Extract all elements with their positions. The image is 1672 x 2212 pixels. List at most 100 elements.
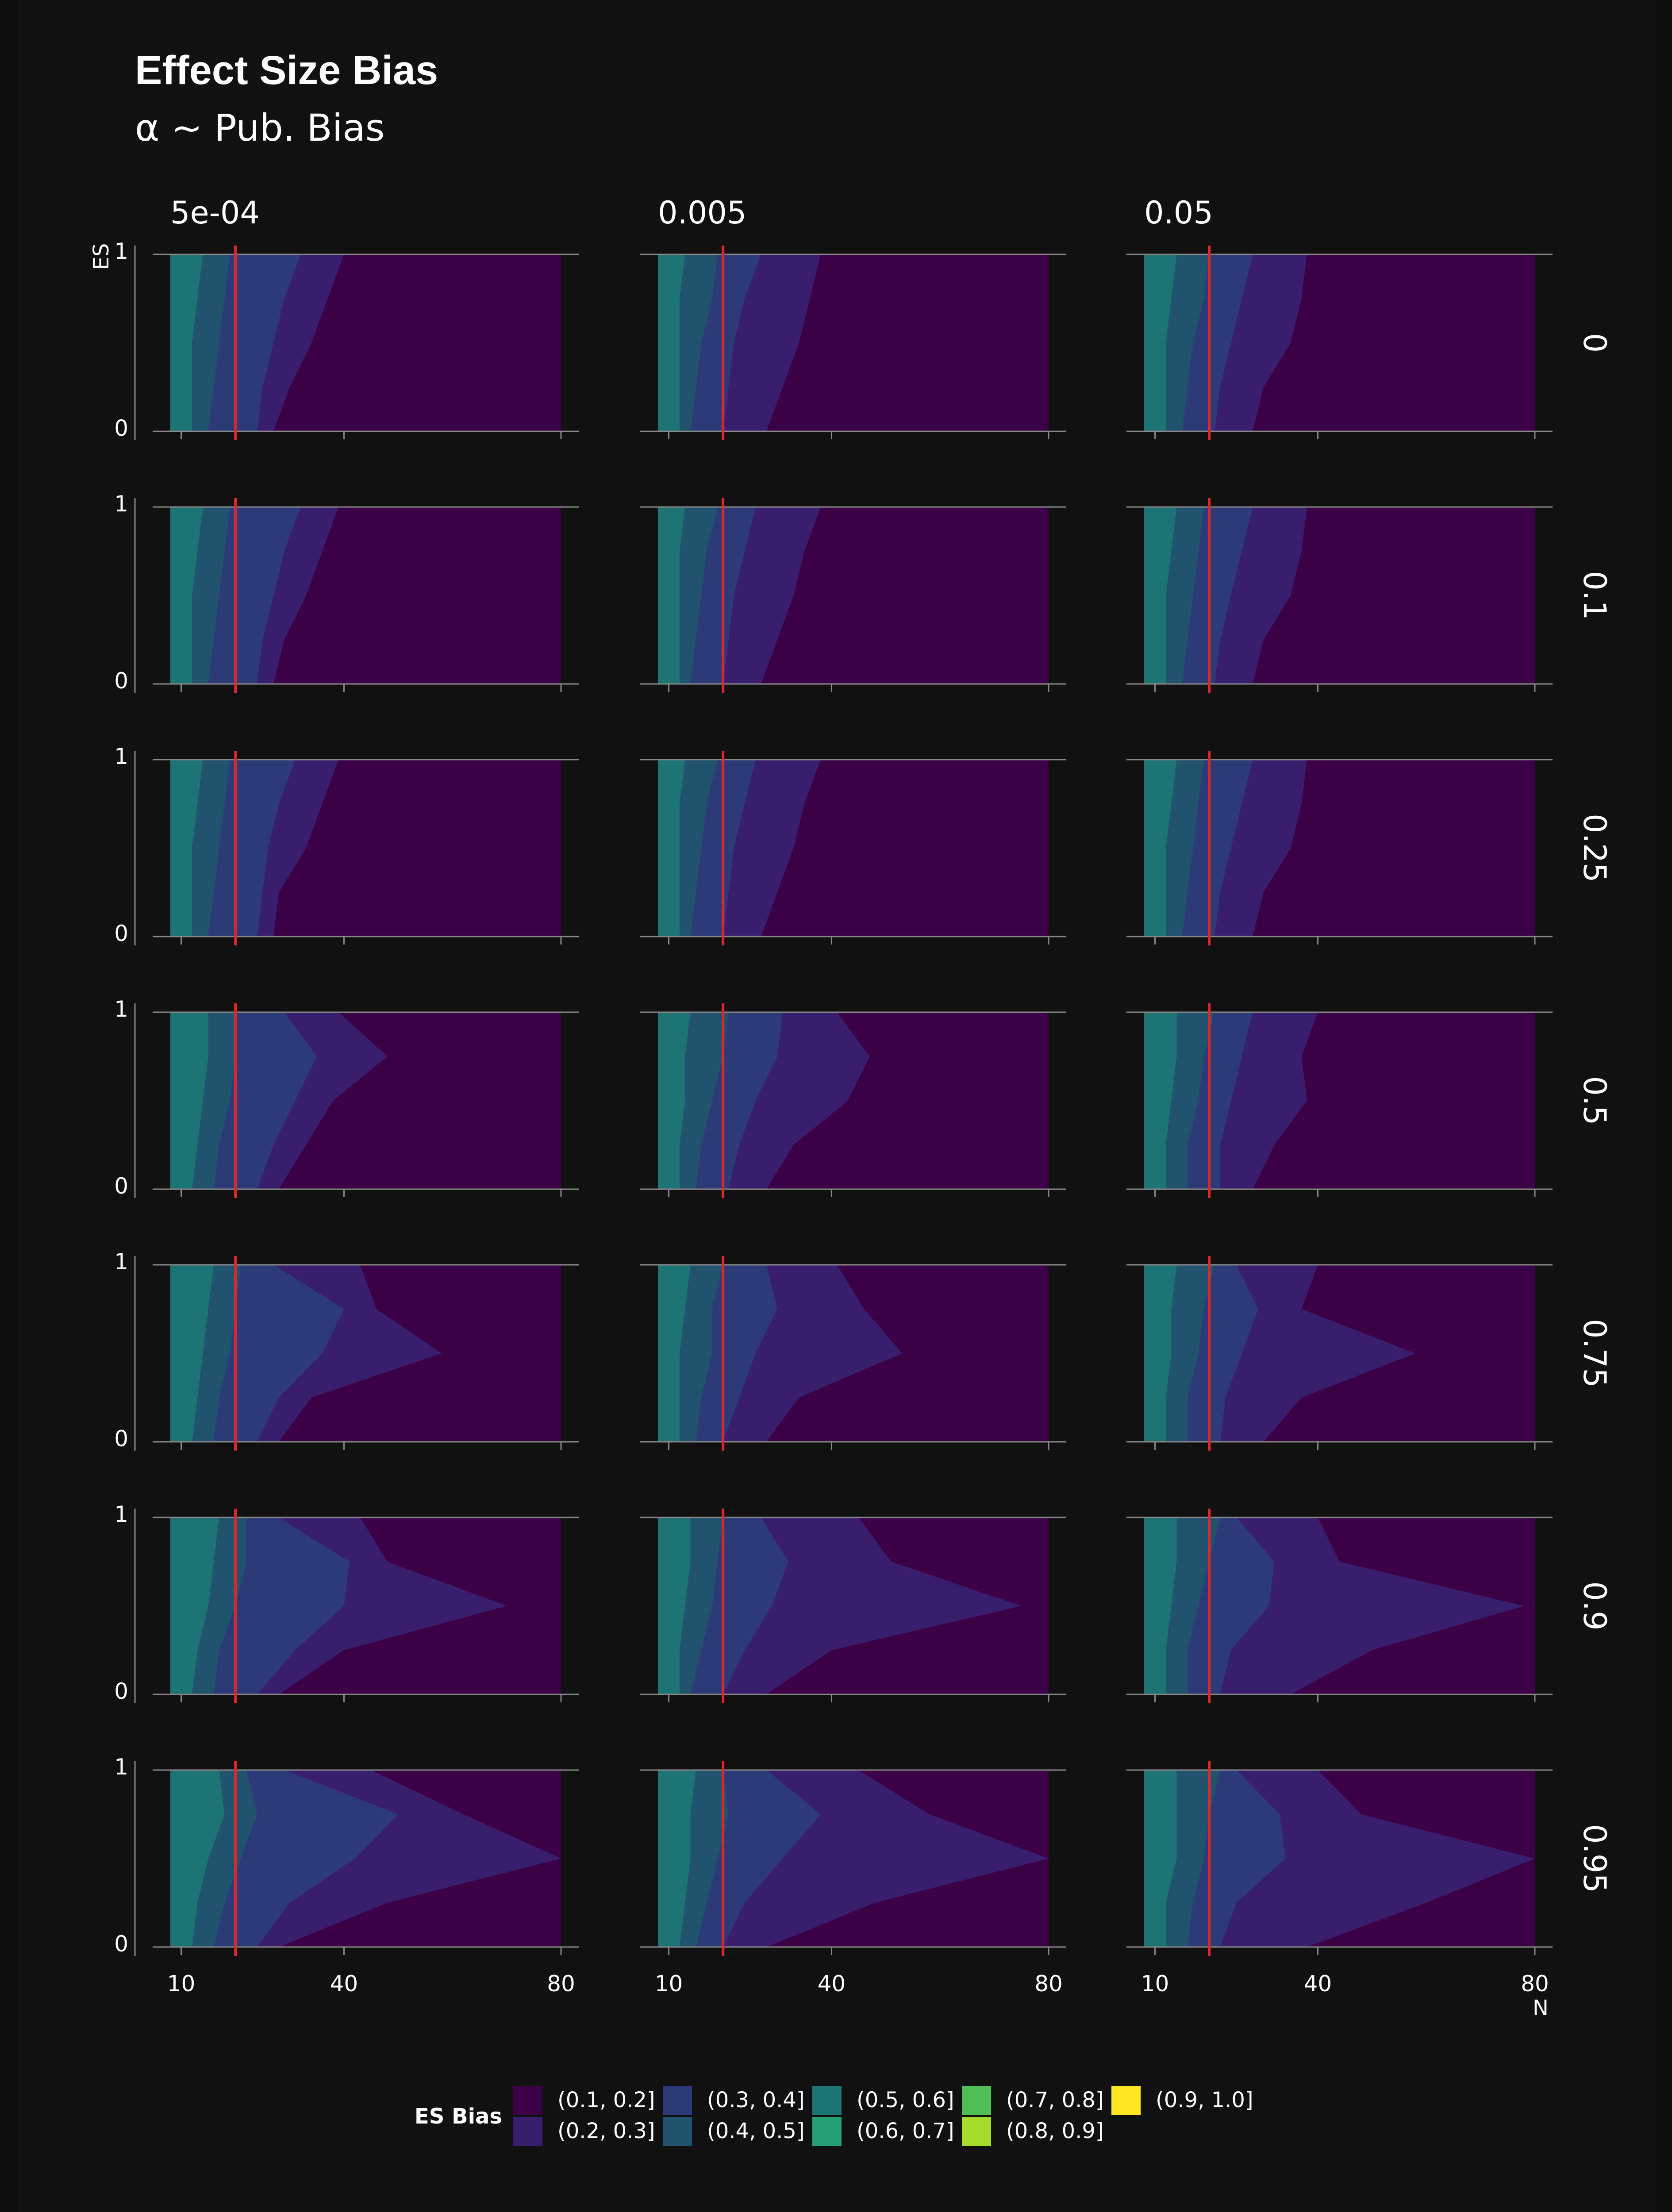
legend-swatch: [962, 2086, 991, 2115]
contour-region: [170, 254, 203, 431]
contour-region: [658, 1012, 691, 1189]
x-tick-label: 10: [1141, 1971, 1169, 1997]
contour-region: [1144, 254, 1177, 431]
legend-swatch: [962, 2117, 991, 2146]
y-tick-label: 0: [114, 668, 128, 694]
contour-region: [170, 760, 203, 937]
facet-panel: 01: [114, 744, 579, 946]
y-tick-label: 0: [114, 1931, 128, 1957]
row-facet-label: 0.9: [1576, 1581, 1613, 1630]
contour-region: [1144, 1517, 1177, 1694]
contour-region: [170, 1265, 214, 1442]
legend-swatch: [513, 2117, 542, 2146]
contour-region: [1144, 1770, 1177, 1947]
legend-label: (0.2, 0.3]: [557, 2119, 655, 2143]
chart-title: Effect Size Bias: [135, 48, 438, 93]
y-tick-label: 0: [114, 1678, 128, 1704]
contour-region: [1144, 1265, 1177, 1442]
x-tick-label: 40: [1304, 1971, 1332, 1997]
y-tick-label: 0: [114, 921, 128, 946]
facet-panel: 01: [114, 491, 579, 694]
y-tick-label: 1: [114, 996, 128, 1022]
contour-region: [1144, 760, 1177, 937]
facet-panel: [1126, 246, 1553, 440]
facet-panel: [1126, 751, 1553, 945]
x-tick-label: 10: [655, 1971, 683, 1997]
legend-label: (0.6, 0.7]: [857, 2119, 954, 2143]
facet-panel: 10 40 80: [640, 1761, 1066, 1997]
y-axis-title: ES: [89, 243, 114, 270]
facet-panel: 01: [114, 1502, 579, 1704]
contour-region: [658, 760, 685, 937]
x-tick-label: 40: [818, 1971, 846, 1997]
column-facet-label: 0.005: [658, 195, 746, 231]
legend-label: (0.8, 0.9]: [1006, 2119, 1104, 2143]
legend-swatch: [513, 2086, 542, 2115]
legend-swatch: [1111, 2086, 1141, 2115]
legend-label: (0.9, 1.0]: [1156, 2088, 1253, 2112]
legend-swatch: [812, 2086, 842, 2115]
y-tick-label: 1: [114, 1502, 128, 1527]
row-facet-label: 0.95: [1576, 1824, 1613, 1893]
legend-label: (0.1, 0.2]: [557, 2088, 655, 2112]
x-tick-label: 80: [1034, 1971, 1063, 1997]
facet-panel: 01: [114, 1249, 579, 1452]
row-facet-label: 0: [1576, 333, 1613, 353]
contour-region: [658, 254, 685, 431]
facet-panel: 0 1 10 40 80: [114, 1754, 579, 1997]
y-tick-label: 1: [114, 1754, 128, 1780]
contour-region: [658, 507, 685, 684]
legend-label: (0.3, 0.4]: [707, 2088, 805, 2112]
legend-label: (0.7, 0.8]: [1006, 2088, 1104, 2112]
x-tick-label: 80: [1521, 1971, 1549, 1997]
facet-panel: [1126, 1003, 1553, 1198]
facet-grid: 5e-04 0.005 0.05010010.1010.25010.5010.750…: [89, 195, 1613, 2020]
faceted-contour-chart: Effect Size Bias α ~ Pub. Bias 5e-04 0.00…: [89, 48, 1613, 2146]
y-tick-label: 0: [114, 415, 128, 441]
facet-panel: 01: [114, 996, 579, 1199]
x-axis-title: N: [1533, 1996, 1549, 2020]
column-facet-label: 0.05: [1144, 195, 1213, 231]
facet-panel: [1126, 1256, 1553, 1451]
contour-region: [658, 1770, 696, 1947]
legend-swatch: [812, 2117, 842, 2146]
y-tick-label: 1: [114, 744, 128, 769]
legend-label: (0.5, 0.6]: [857, 2088, 954, 2112]
row-facet-label: 0.5: [1576, 1076, 1613, 1125]
legend-swatch: [663, 2117, 692, 2146]
x-tick-label: 80: [547, 1971, 575, 1997]
contour-region: [1144, 1012, 1177, 1189]
y-tick-label: 0: [114, 1173, 128, 1199]
legend: ES Bias (0.1, 0.2] (0.2, 0.3] (0.3, 0.4] (0.…: [415, 2086, 1253, 2146]
column-facet-label: 5e-04: [170, 195, 260, 231]
chart-page: Effect Size Bias α ~ Pub. Bias 5e-04 0.00…: [18, 0, 1655, 2212]
y-tick-label: 0: [114, 1426, 128, 1452]
facet-panel: [640, 1256, 1066, 1451]
facet-panel: [1126, 498, 1553, 693]
facet-panel: 10 40 80: [1126, 1761, 1553, 1997]
row-facet-label: 0.25: [1576, 814, 1613, 883]
contour-region: [170, 507, 203, 684]
legend-label: (0.4, 0.5]: [707, 2119, 805, 2143]
facet-panel: [640, 1003, 1066, 1198]
y-tick-label: 1: [114, 1249, 128, 1275]
y-tick-label: 1: [114, 238, 128, 264]
facet-panel: [1126, 1509, 1553, 1703]
facet-panel: [640, 498, 1066, 693]
x-tick-label: 40: [330, 1971, 358, 1997]
facet-panel: [640, 1509, 1066, 1703]
legend-swatch: [663, 2086, 692, 2115]
facet-panel: [640, 751, 1066, 945]
contour-region: [170, 1517, 219, 1694]
row-facet-label: 0.75: [1576, 1319, 1613, 1388]
contour-region: [658, 1517, 691, 1694]
contour-region: [170, 1770, 225, 1947]
contour-region: [170, 1012, 208, 1189]
facet-panel: 01: [114, 238, 579, 441]
contour-region: [1144, 507, 1177, 684]
legend-title: ES Bias: [415, 2104, 502, 2129]
contour-region: [658, 1265, 691, 1442]
chart-subtitle: α ~ Pub. Bias: [135, 106, 385, 150]
row-facet-label: 0.1: [1576, 571, 1613, 620]
x-tick-label: 10: [167, 1971, 196, 1997]
